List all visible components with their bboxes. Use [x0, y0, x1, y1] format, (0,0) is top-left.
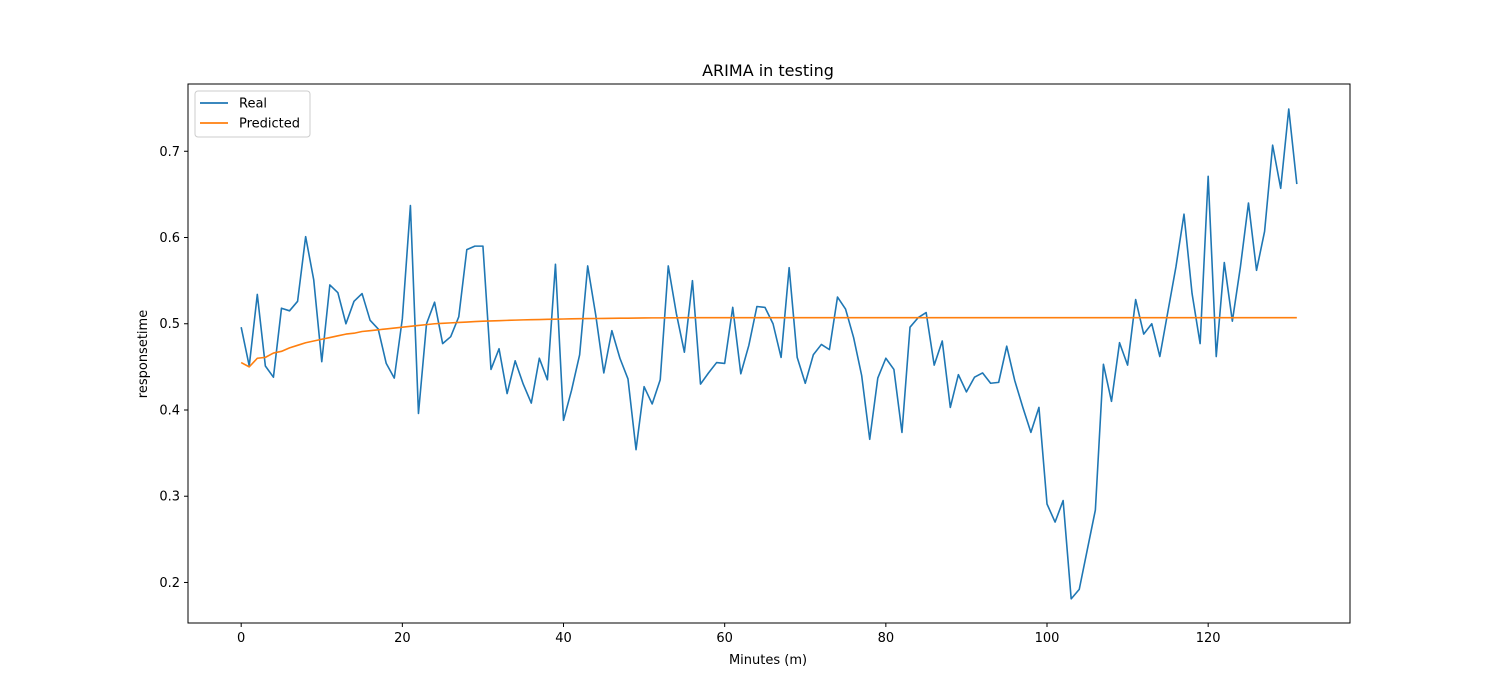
x-tick-label: 20 [394, 631, 411, 646]
legend-label-predicted: Predicted [239, 117, 300, 132]
plot-background [188, 84, 1350, 623]
y-tick-label: 0.5 [159, 317, 180, 332]
x-tick-label: 80 [878, 631, 895, 646]
y-axis-label: responsetime [136, 310, 151, 398]
x-axis-ticks: 0 20 40 60 80 100 120 [237, 623, 1221, 646]
y-tick-label: 0.4 [159, 403, 180, 418]
x-tick-label: 120 [1196, 631, 1221, 646]
y-axis-ticks: 0.2 0.3 0.4 0.5 0.6 0.7 [159, 145, 188, 591]
series-line-real [240, 108, 1298, 600]
y-tick-label: 0.7 [159, 145, 180, 160]
x-axis-label: Minutes (m) [729, 653, 807, 668]
chart-title: ARIMA in testing [702, 61, 834, 80]
plot-frame [187, 83, 1351, 624]
series-line-predicted [240, 316, 1297, 368]
y-tick-label: 0.6 [159, 231, 180, 246]
x-tick-label: 0 [237, 631, 245, 646]
plot-area [187, 83, 1351, 624]
y-tick-label: 0.2 [159, 576, 180, 591]
x-tick-label: 40 [555, 631, 572, 646]
legend: Real Predicted [194, 90, 311, 138]
legend-label-real: Real [239, 97, 267, 112]
x-tick-label: 100 [1035, 631, 1060, 646]
x-tick-label: 60 [716, 631, 733, 646]
y-tick-label: 0.3 [159, 490, 180, 505]
